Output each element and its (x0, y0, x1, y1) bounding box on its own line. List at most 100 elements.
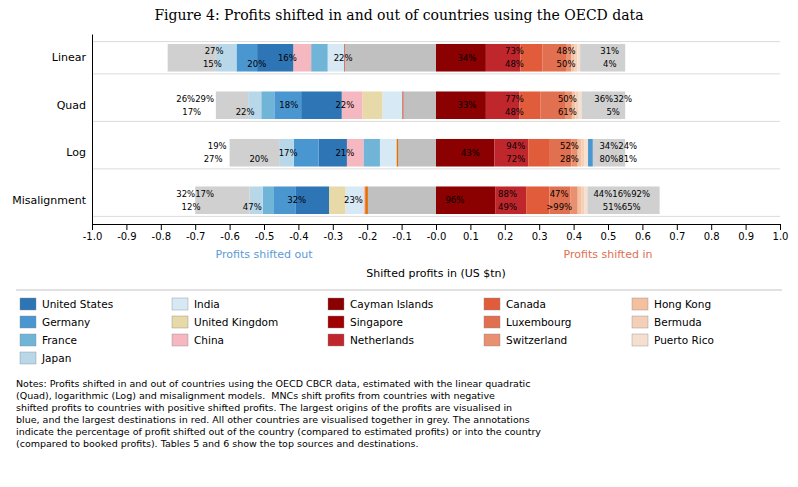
x-tick: -0.4 (289, 224, 309, 242)
x-tick-mark (230, 224, 231, 230)
annotation: 21% (335, 148, 354, 158)
x-tick: 0.2 (497, 224, 513, 242)
direction-label: Profits shifted in (564, 248, 653, 261)
annotation: 19% (208, 141, 227, 151)
annotation: 31% (600, 46, 619, 56)
x-tick: -0.1 (392, 224, 412, 242)
legend-swatch (20, 298, 36, 310)
legend-swatch (172, 298, 188, 310)
annotation: 48% (505, 59, 524, 69)
row-separator (92, 216, 780, 217)
legend-swatch (328, 298, 344, 310)
y-tick-label: Log (66, 146, 86, 159)
annotation: 28% (560, 154, 579, 164)
annotation: 20% (247, 59, 266, 69)
x-tick-label: -1.0 (83, 231, 103, 242)
legend-swatch (632, 316, 648, 328)
x-tick: 0.9 (738, 224, 754, 242)
legend-swatch (328, 316, 344, 328)
annotation: 61% (558, 107, 577, 117)
x-tick-label: 0.4 (566, 231, 582, 242)
legend-swatch (20, 334, 36, 346)
legend-label: Puerto Rico (654, 334, 714, 346)
legend-label: United States (42, 298, 113, 310)
bar-segment (230, 139, 280, 167)
legend-label: France (42, 334, 77, 346)
legend-label: Cayman Islands (350, 298, 433, 310)
bar-segment (578, 186, 581, 214)
bar-segment (436, 186, 495, 214)
x-tick-mark (367, 224, 368, 230)
x-tick: -0.6 (220, 224, 240, 242)
annotation: 50% (558, 94, 577, 104)
bar-segment (579, 91, 582, 119)
annotation: 5% (606, 107, 620, 117)
legend-label: Bermuda (654, 316, 702, 328)
legend-label: Singapore (350, 316, 403, 328)
bar-segment (398, 139, 436, 167)
bar-segment (261, 91, 274, 119)
bar-segment (402, 91, 403, 119)
x-tick: -0.7 (186, 224, 206, 242)
x-tick-mark (677, 224, 678, 230)
annotation: 48% (505, 107, 524, 117)
x-tick-mark (264, 224, 265, 230)
x-tick-mark (298, 224, 299, 230)
x-tick-label: 0.9 (738, 231, 754, 242)
x-tick: 0.7 (669, 224, 685, 242)
annotation: 12% (182, 202, 201, 212)
bar-segment (495, 186, 526, 214)
annotation: 18% (279, 100, 298, 110)
legend-swatch (328, 334, 344, 346)
legend-label: Japan (41, 352, 71, 364)
x-tick-mark (126, 224, 127, 230)
bars (168, 44, 660, 214)
bar-segment (581, 139, 584, 167)
x-tick: -0.9 (117, 224, 137, 242)
notes-line: blue, and the largest destinations in re… (16, 414, 530, 425)
annotation: 47% (550, 189, 569, 199)
bar-segment (436, 139, 494, 167)
legend-swatch (484, 334, 500, 346)
y-tick-label: Quad (57, 99, 86, 112)
bar-segment (396, 139, 398, 167)
legend-label: Luxembourg (506, 316, 571, 328)
x-tick-label: 0.3 (532, 231, 548, 242)
legend-label: Canada (506, 298, 546, 310)
bar-segment (363, 186, 365, 214)
x-tick-label: -0.7 (186, 231, 206, 242)
x-tick: -0.0 (427, 224, 447, 242)
legend-swatch (632, 334, 648, 346)
annotation: 33% (458, 100, 477, 110)
annotation: 48% (557, 46, 576, 56)
x-tick-label: 1.0 (773, 231, 789, 242)
legend-label: Hong Kong (654, 298, 711, 310)
legend: United StatesGermanyFranceJapanIndiaUnit… (20, 298, 714, 364)
bar-segment (580, 44, 625, 72)
x-tick-label: 0.7 (669, 231, 685, 242)
bar-segment (365, 186, 368, 214)
annotation: 16% (278, 53, 297, 63)
x-tick-mark (402, 224, 403, 230)
legend-label: Switzerland (506, 334, 567, 346)
chart: Figure 4: Profits shifted in and out of … (0, 0, 798, 487)
bar-segment (585, 139, 588, 167)
x-tick: 0.3 (532, 224, 548, 242)
legend-swatch (632, 298, 648, 310)
annotation: 34% (458, 53, 477, 63)
x-tick-label: -0.0 (427, 231, 447, 242)
legend-label: United Kingdom (194, 316, 278, 328)
x-tick: 0.4 (566, 224, 582, 242)
x-tick-label: 0.5 (601, 231, 617, 242)
bar-segment (368, 186, 436, 214)
annotation: 20% (249, 154, 268, 164)
x-tick-label: -0.5 (255, 231, 275, 242)
x-tick-mark (642, 224, 643, 230)
x-tick-mark (746, 224, 747, 230)
annotation: 80%81% (599, 154, 637, 164)
x-tick: -0.2 (358, 224, 378, 242)
x-tick-label: 0.8 (704, 231, 720, 242)
x-tick-mark (711, 224, 712, 230)
legend-swatch (20, 352, 36, 364)
x-tick-mark (161, 224, 162, 230)
